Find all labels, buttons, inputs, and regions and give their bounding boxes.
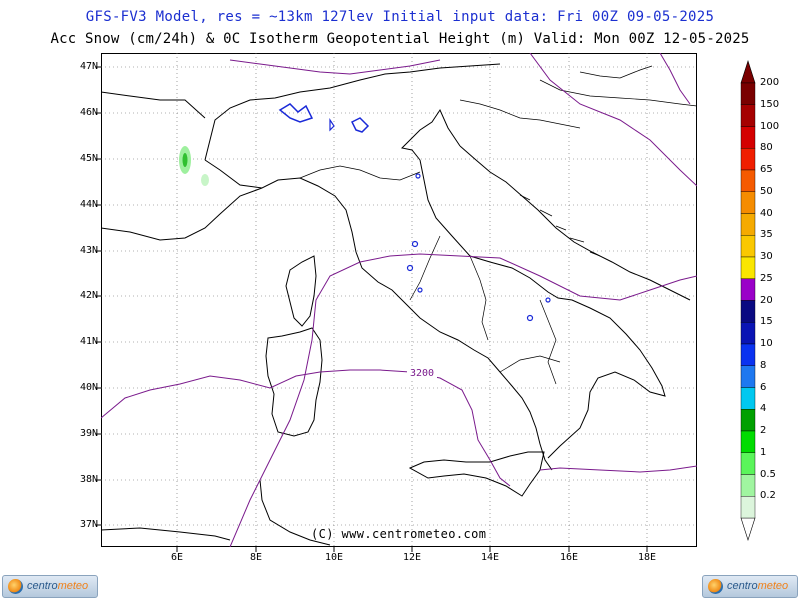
colorbar-label: 25 bbox=[760, 272, 773, 284]
colorbar-swatch bbox=[740, 387, 756, 410]
centrometeo-logo-right[interactable]: centrometeo bbox=[702, 575, 798, 598]
colorbar-label: 1 bbox=[760, 446, 767, 458]
colorbar-swatch bbox=[740, 365, 756, 388]
colorbar-swatch bbox=[740, 496, 756, 519]
field-title: Acc Snow (cm/24h) & 0C Isotherm Geopoten… bbox=[50, 31, 750, 47]
lat-label-38n: 38N bbox=[79, 474, 98, 485]
colorbar-label: 15 bbox=[760, 316, 773, 328]
colorbar-swatch bbox=[740, 256, 756, 279]
colorbar-label: 0.2 bbox=[760, 490, 776, 502]
colorbar-label: 80 bbox=[760, 142, 773, 154]
colorbar-swatch bbox=[740, 82, 756, 105]
lon-label-8e: 8E bbox=[249, 552, 263, 563]
colorbar-swatch bbox=[740, 474, 756, 497]
colorbar-swatch bbox=[740, 452, 756, 475]
colorbar-swatch bbox=[740, 169, 756, 192]
colorbar-swatch bbox=[740, 126, 756, 149]
lat-label-42n: 42N bbox=[79, 290, 98, 301]
lon-label-6e: 6E bbox=[170, 552, 184, 563]
lon-label-12e: 12E bbox=[402, 552, 422, 563]
lat-label-45n: 45N bbox=[79, 153, 98, 164]
colorbar-label: 150 bbox=[760, 98, 780, 110]
colorbar-label: 20 bbox=[760, 294, 773, 306]
colorbar-label: 35 bbox=[760, 229, 773, 241]
lat-label-43n: 43N bbox=[79, 245, 98, 256]
model-title: GFS-FV3 Model, res = ~13km 127lev Initia… bbox=[85, 9, 715, 25]
lat-label-39n: 39N bbox=[79, 428, 98, 439]
colorbar-label: 6 bbox=[760, 381, 767, 393]
colorbar-swatch bbox=[740, 300, 756, 323]
globe-icon bbox=[708, 579, 723, 594]
centrometeo-logo-left[interactable]: centrometeo bbox=[2, 575, 98, 598]
colorbar-label: 10 bbox=[760, 338, 773, 349]
colorbar-swatch bbox=[740, 430, 756, 453]
colorbar-swatch bbox=[740, 343, 756, 366]
colorbar-label: 50 bbox=[760, 185, 773, 197]
isotherm-contours bbox=[101, 53, 697, 547]
lat-label-40n: 40N bbox=[79, 382, 98, 393]
lon-label-10e: 10E bbox=[324, 552, 344, 563]
snow-patches bbox=[179, 103, 551, 322]
lon-label-14e: 14E bbox=[480, 552, 500, 563]
colorbar-swatch bbox=[740, 235, 756, 258]
lat-label-41n: 41N bbox=[79, 336, 98, 347]
lat-label-46n: 46N bbox=[79, 107, 98, 118]
frame-ticks bbox=[96, 66, 648, 552]
colorbar-swatch bbox=[740, 191, 756, 214]
colorbar-label: 0.5 bbox=[760, 468, 776, 480]
colorbar-swatch bbox=[740, 213, 756, 236]
colorbar-label: 4 bbox=[760, 403, 767, 415]
map-frame bbox=[101, 53, 697, 547]
colorbar-arrow-bottom bbox=[740, 517, 756, 541]
globe-icon bbox=[8, 579, 23, 594]
colorbar-label: 40 bbox=[760, 207, 773, 219]
lon-label-18e: 18E bbox=[637, 552, 657, 563]
colorbar-label: 2 bbox=[760, 425, 767, 436]
coastlines bbox=[101, 63, 697, 546]
colorbar-label: 30 bbox=[760, 251, 773, 262]
colorbar-label: 8 bbox=[760, 359, 767, 371]
colorbar-arrow-top bbox=[740, 60, 756, 84]
colorbar-swatch bbox=[740, 148, 756, 171]
colorbar bbox=[740, 60, 756, 541]
lat-label-37n: 37N bbox=[79, 519, 98, 530]
colorbar-label: 65 bbox=[760, 164, 773, 175]
colorbar-swatch bbox=[740, 278, 756, 301]
colorbar-swatch bbox=[740, 104, 756, 127]
colorbar-swatch bbox=[740, 409, 756, 432]
lon-label-16e: 16E bbox=[559, 552, 579, 563]
lat-label-44n: 44N bbox=[79, 199, 98, 210]
colorbar-label: 100 bbox=[760, 120, 780, 132]
contour-label: 3200 bbox=[410, 368, 434, 379]
colorbar-label: 200 bbox=[760, 77, 780, 88]
lat-label-47n: 47N bbox=[79, 61, 98, 72]
colorbar-swatch bbox=[740, 322, 756, 345]
graticule bbox=[101, 53, 697, 547]
credit-text: (C) www.centrometeo.com bbox=[311, 527, 487, 541]
